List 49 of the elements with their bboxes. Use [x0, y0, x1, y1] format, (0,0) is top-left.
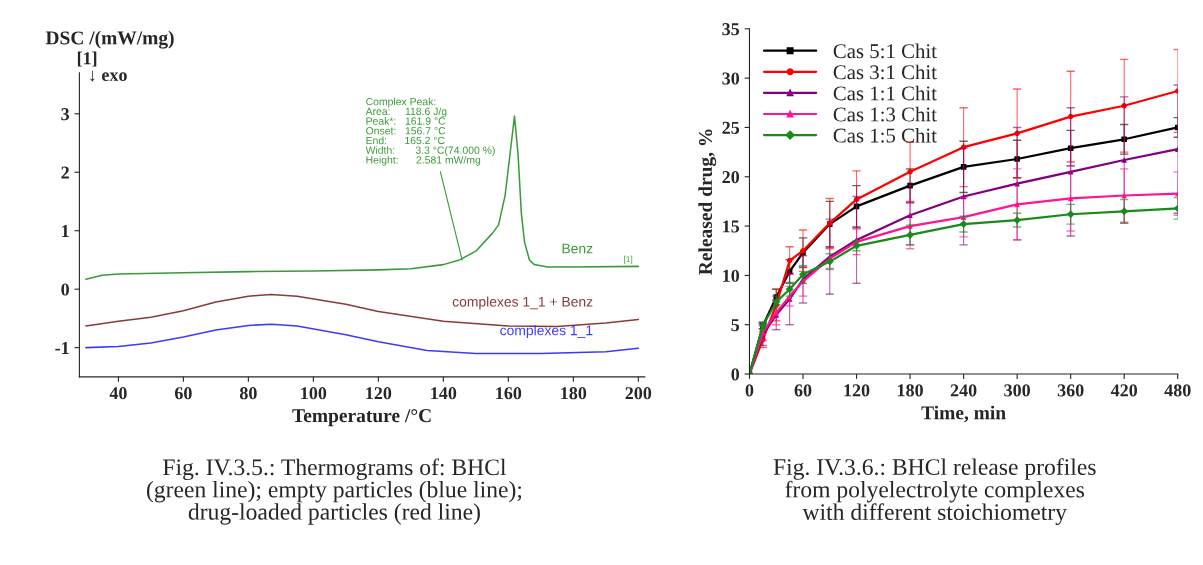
- y-tick-label: 15: [723, 220, 740, 233]
- text: Fig. IV.3.6.: BHCl release profiles from polyelectrolyte complexes with different stoichiometry: [773, 458, 1096, 525]
- y-tick-label: 25: [722, 121, 740, 134]
- annotation: ↓ exo: [90, 70, 127, 82]
- y-tick-label: 0: [61, 283, 69, 296]
- y-tick-label: 30: [722, 72, 740, 85]
- legend-label: Cas 3:1 Chit: [833, 64, 937, 80]
- x-tick-label: 300: [1004, 384, 1030, 397]
- x-tick-label: 240: [950, 384, 977, 397]
- x-tick-label: 420: [1110, 384, 1138, 397]
- x-tick-label: 0: [745, 384, 754, 397]
- x-tick-label: 60: [174, 387, 192, 400]
- annotation: [1]: [624, 255, 633, 264]
- x-axis-title: Time, min: [921, 405, 1006, 423]
- annotation: Complex Peak: Area: 118.6 J/g Peak*: 161.9 °C Onset: 156.7 °C End: 165.2 °C Width: 3.3 °C(74.000 %) Height: 2.581 mW/mg: [365, 97, 495, 166]
- x-tick-label: 140: [431, 387, 457, 400]
- y-tick-label: -1: [55, 341, 69, 354]
- series-label: complexes 1_1: [500, 325, 593, 339]
- y-tick-label: 20: [722, 171, 740, 184]
- x-tick-label: 360: [1057, 384, 1084, 397]
- series-label: Benz: [562, 243, 593, 254]
- series-label: complexes 1_1 + Benz: [452, 296, 593, 310]
- x-tick-label: 80: [239, 387, 257, 400]
- y-tick-label: 1: [62, 225, 69, 237]
- y-tick-label: 5: [731, 319, 740, 332]
- y-tick-label: 35: [722, 23, 740, 36]
- x-tick-label: 180: [561, 387, 587, 400]
- x-axis-title: Temperature /°C: [292, 409, 431, 427]
- legend-label: Cas 1:1 Chit: [833, 85, 937, 101]
- x-tick-label: 200: [625, 387, 652, 400]
- x-tick-label: 100: [301, 387, 327, 400]
- x-tick-label: 40: [109, 387, 127, 400]
- x-tick-label: 480: [1164, 384, 1191, 397]
- y-tick-label: 3: [61, 108, 70, 121]
- legend-label: Cas 5:1 Chit: [833, 43, 937, 59]
- y-axis-title: DSC /(mW/mg): [45, 30, 174, 49]
- text: [1]: [77, 51, 97, 67]
- text: Fig. IV.3.5.: Thermograms of: BHCl (green line); empty particles (blue line); drug-loaded particles (red line): [146, 458, 522, 525]
- x-tick-label: 120: [366, 387, 392, 400]
- legend-label: Cas 1:5 Chit: [833, 127, 937, 143]
- y-tick-label: 2: [61, 166, 69, 179]
- x-tick-label: 180: [897, 384, 923, 397]
- x-tick-label: 60: [794, 384, 812, 397]
- x-tick-label: 120: [844, 384, 870, 397]
- x-tick-label: 160: [496, 387, 522, 400]
- legend-label: Cas 1:3 Chit: [833, 106, 937, 122]
- y-tick-label: 0: [731, 368, 740, 381]
- y-axis-title: Released drug, %: [698, 129, 717, 275]
- y-tick-label: 10: [723, 269, 740, 282]
